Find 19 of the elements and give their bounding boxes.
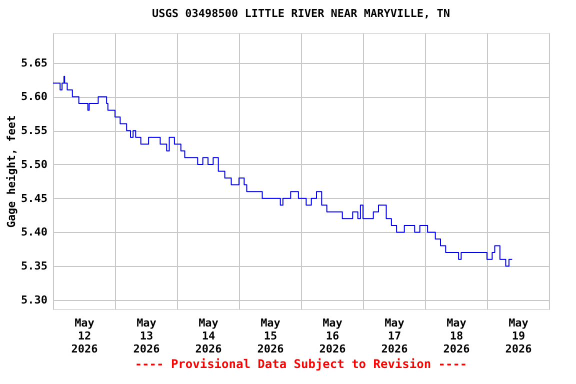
text: ---- Provisional Data Subject to Revision ---- — [134, 357, 468, 371]
y-tick-label: 5.30 — [21, 293, 48, 306]
y-tick-label: 5.40 — [21, 226, 48, 239]
x-tick-label: May 18 2026 — [443, 316, 470, 356]
y-tick-label: 5.35 — [21, 260, 48, 273]
y-tick-label: 5.55 — [21, 124, 48, 138]
x-tick-label: May 12 2026 — [71, 316, 98, 356]
x-tick-label: May 19 2026 — [505, 316, 532, 356]
chart-title: USGS 03498500 LITTLE RIVER NEAR MARYVILLE, TN — [152, 7, 450, 20]
y-tick-label: 5.50 — [21, 158, 48, 171]
y-tick-label: 5.45 — [21, 192, 48, 205]
y-tick-label: 5.60 — [21, 90, 48, 104]
y-tick-label: 5.65 — [21, 56, 48, 70]
x-tick-label: May 16 2026 — [319, 316, 346, 356]
x-tick-label: May 13 2026 — [133, 316, 160, 356]
y-axis-title: Gage height, feet — [5, 115, 18, 228]
x-tick-label: May 15 2026 — [257, 316, 284, 356]
x-tick-label: May 14 2026 — [195, 316, 222, 356]
x-tick-label: May 17 2026 — [381, 316, 408, 356]
